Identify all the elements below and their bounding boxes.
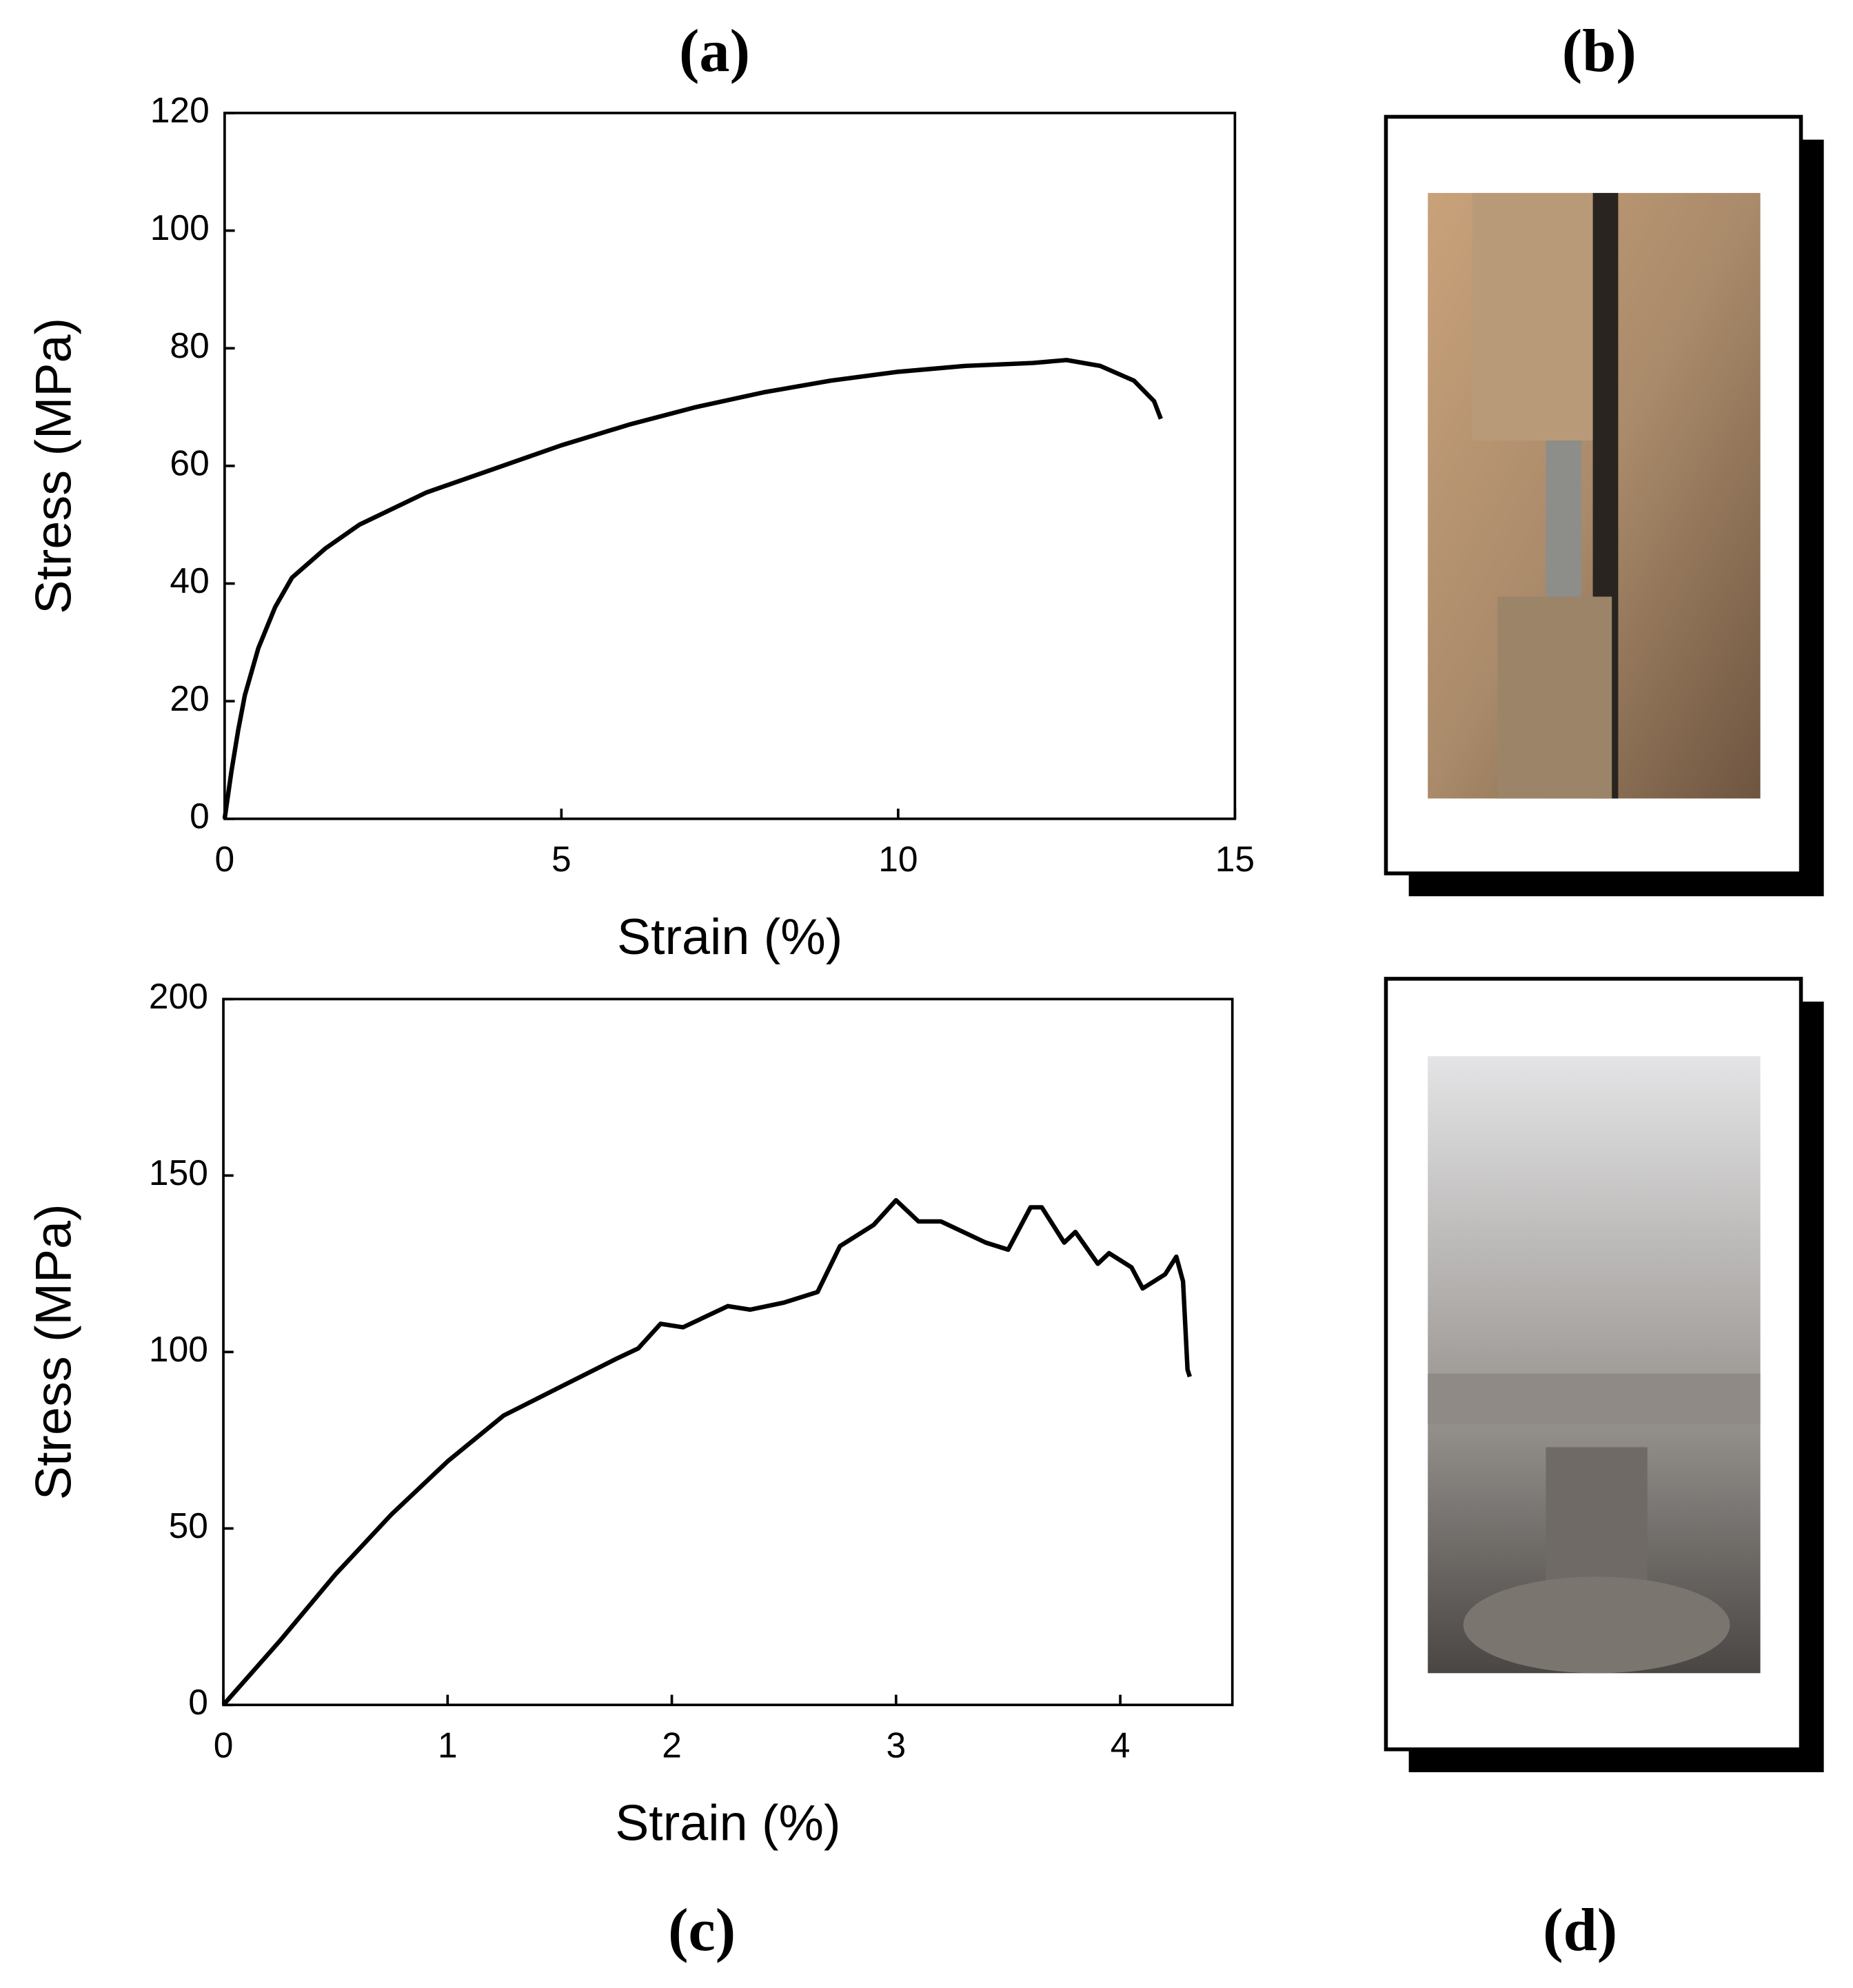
- plot-frame: [223, 112, 1237, 820]
- x-tick-label: 5: [551, 839, 571, 879]
- photo-b: [1384, 114, 1824, 897]
- x-tick-label: 2: [662, 1725, 682, 1765]
- y-tick-label: 50: [169, 1505, 208, 1545]
- y-tick-label: 150: [149, 1153, 208, 1193]
- y-axis-label: Stress (MPa): [24, 1204, 81, 1500]
- x-tick-label: 0: [215, 839, 235, 879]
- x-tick-label: 4: [1111, 1725, 1131, 1765]
- x-axis-label: Strain (%): [615, 1794, 840, 1852]
- y-tick-label: 100: [149, 1329, 208, 1369]
- y-tick-label: 60: [170, 443, 209, 483]
- y-tick-label: 40: [170, 560, 209, 600]
- y-tick-label: 120: [150, 90, 210, 130]
- x-axis-label: Strain (%): [617, 908, 842, 965]
- y-axis-label: Stress (MPa): [24, 318, 81, 614]
- y-tick-label: 100: [150, 207, 210, 247]
- x-tick-label: 15: [1215, 839, 1255, 879]
- y-tick-label: 80: [170, 325, 209, 365]
- y-tick-label: 0: [188, 1682, 208, 1722]
- photo-d: [1384, 977, 1824, 1772]
- panel-label: (d): [1543, 1896, 1617, 1964]
- y-tick-label: 0: [190, 795, 210, 835]
- y-tick-label: 200: [149, 976, 208, 1016]
- x-tick-label: 3: [886, 1725, 906, 1765]
- x-tick-label: 1: [438, 1725, 458, 1765]
- x-tick-label: 0: [214, 1725, 234, 1765]
- panel-label: (c): [668, 1896, 736, 1964]
- panel-label: (a): [679, 17, 750, 85]
- y-tick-label: 20: [170, 678, 209, 718]
- data-line: [222, 358, 1163, 820]
- x-tick-label: 10: [878, 839, 918, 879]
- panel-label: (b): [1562, 17, 1637, 85]
- plot-frame: [222, 997, 1234, 1707]
- data-line: [221, 1197, 1192, 1707]
